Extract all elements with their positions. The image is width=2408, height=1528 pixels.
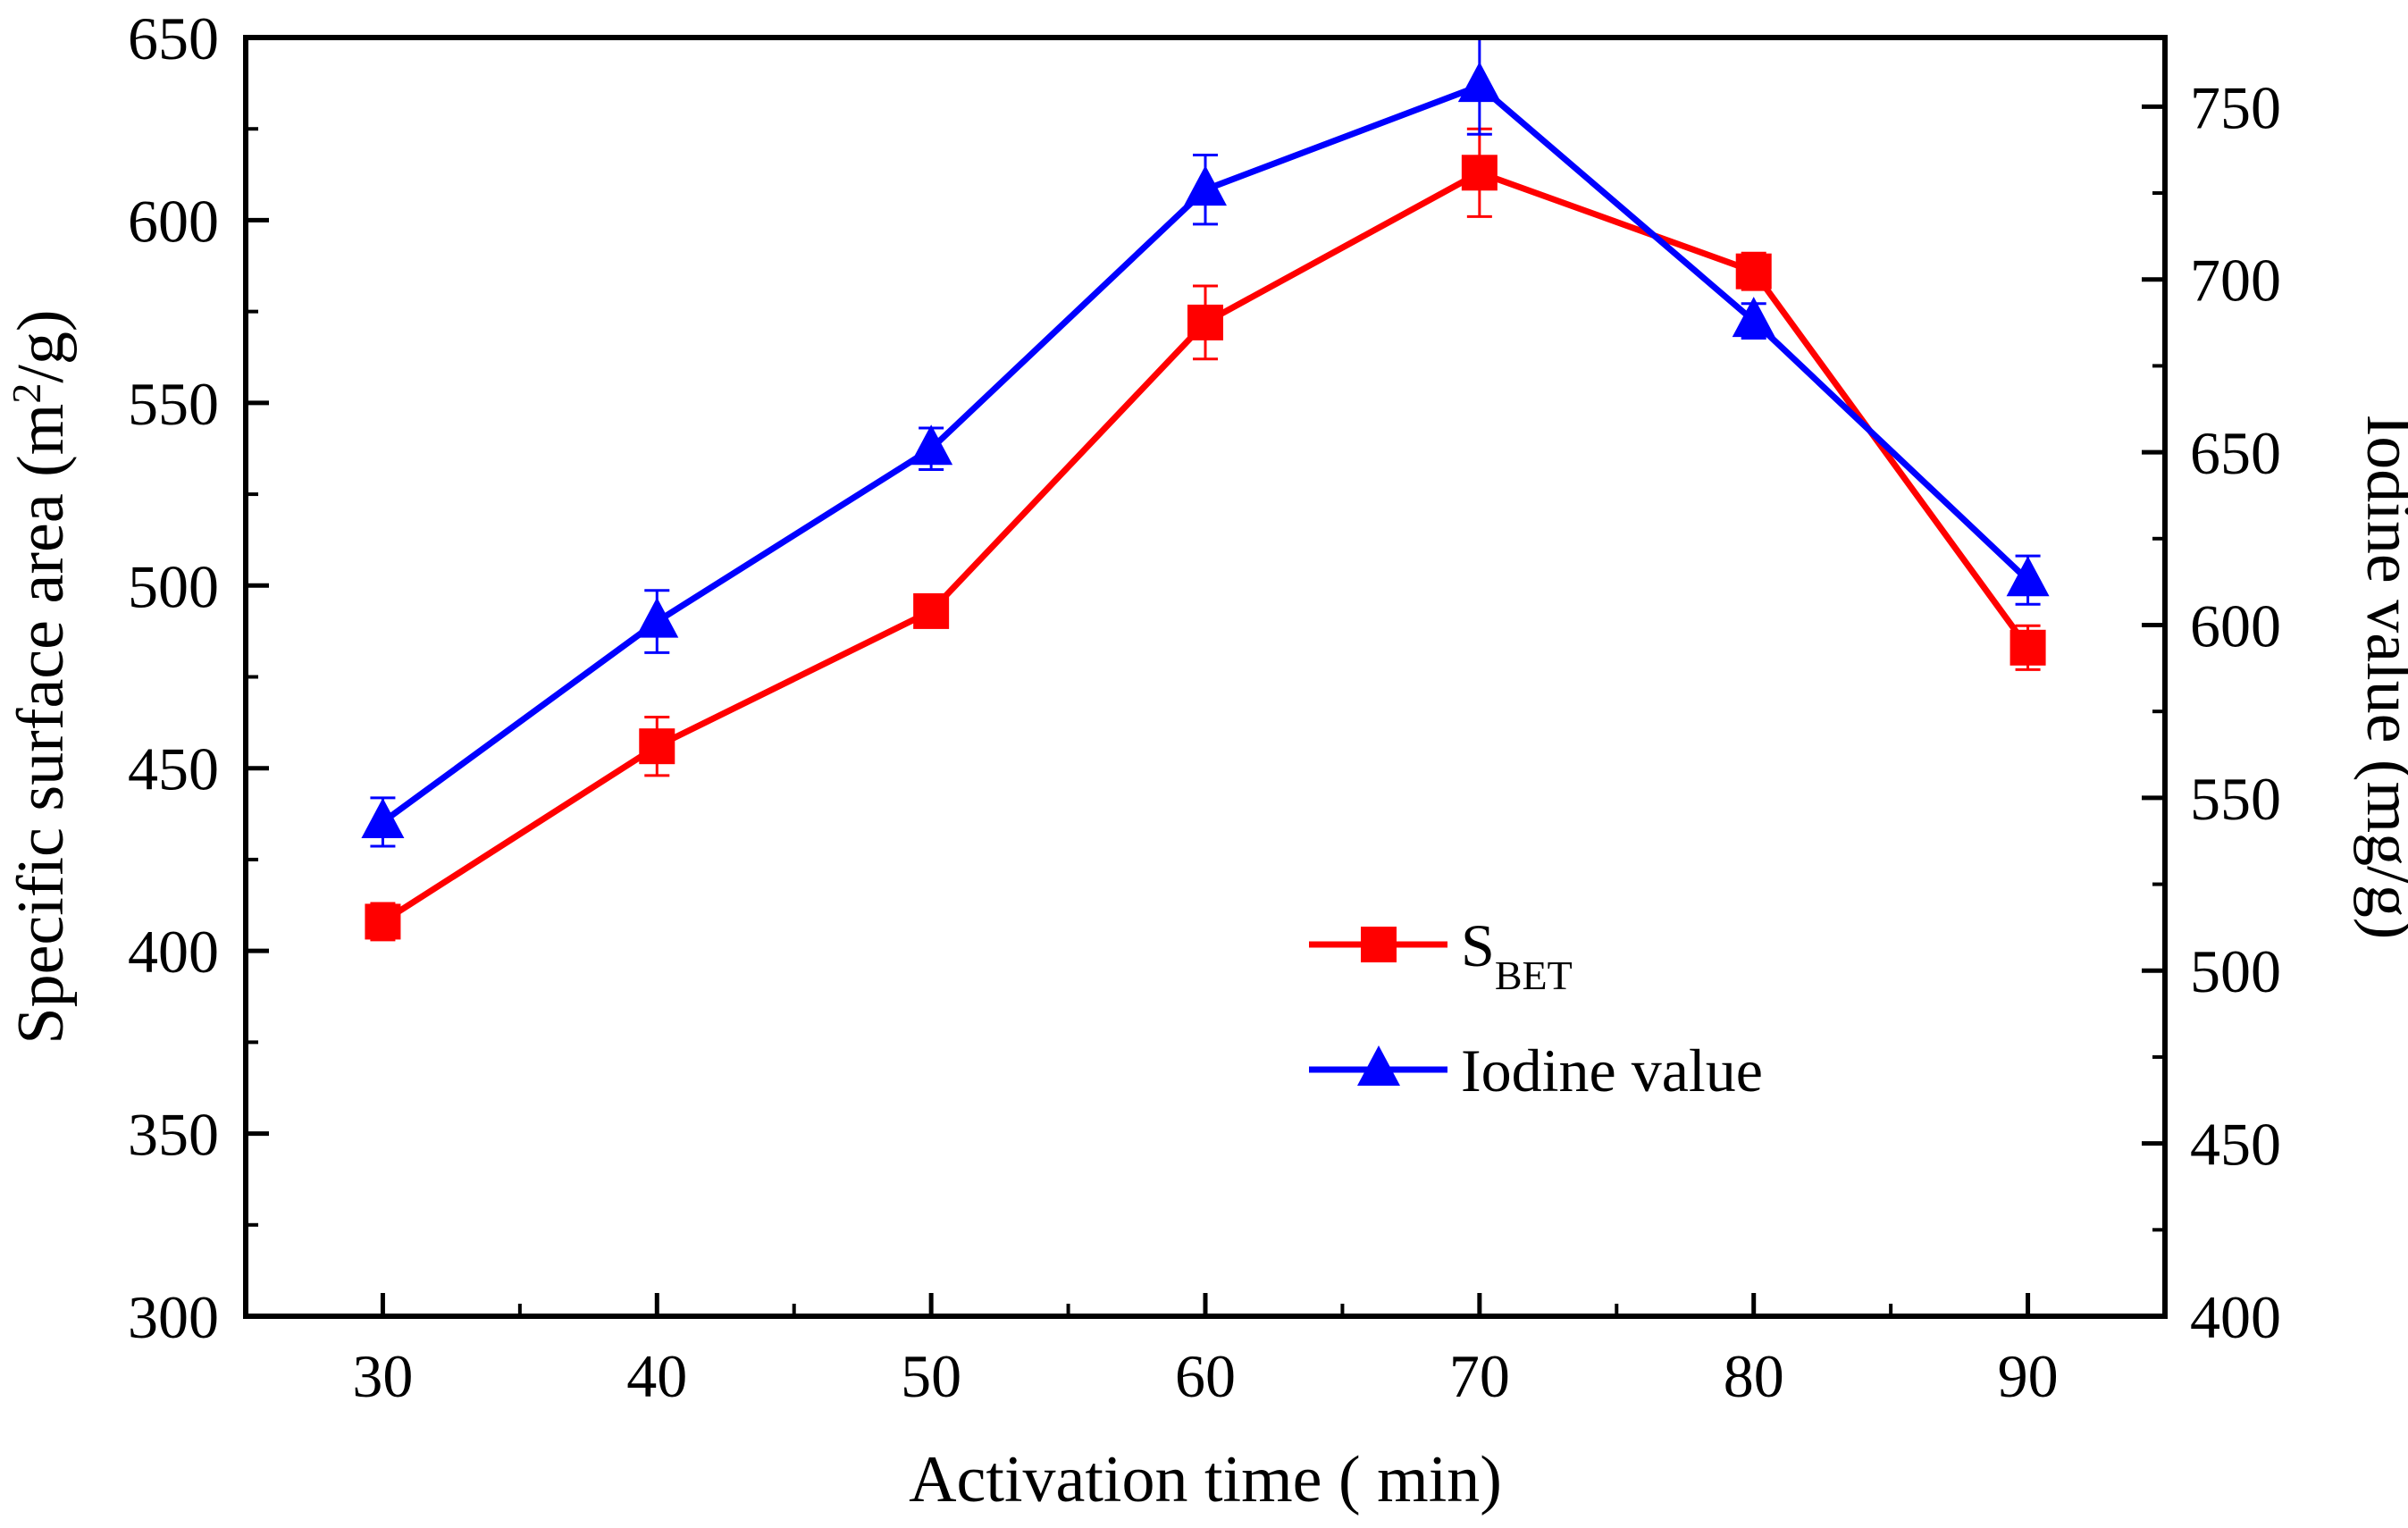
left-y-tick-label: 550 — [128, 370, 219, 438]
left-y-tick-label: 500 — [128, 552, 219, 620]
data-point-square — [1461, 155, 1498, 191]
left-y-axis-title-tail: /g) — [4, 309, 78, 382]
legend-label-iodine-value: Iodine value — [1461, 1037, 1763, 1104]
series-sbet — [365, 127, 2046, 942]
right-y-tick-label: 650 — [2190, 419, 2281, 487]
left-y-tick-label: 400 — [128, 918, 219, 986]
data-point-triangle — [2006, 556, 2050, 597]
legend-label-sbet: SBET — [1461, 911, 1573, 998]
left-y-tick-label: 300 — [128, 1283, 219, 1351]
legend-label-sbet-subscript: BET — [1495, 953, 1573, 998]
x-tick-label: 80 — [1724, 1342, 1784, 1410]
data-point-triangle — [910, 424, 953, 466]
x-axis-title: Activation time ( min) — [909, 1443, 1502, 1516]
right-y-tick-label: 550 — [2190, 765, 2281, 833]
right-y-axis-title: Iodine value (mg/g) — [2353, 415, 2408, 940]
left-y-axis-title-superscript: 2 — [4, 383, 49, 404]
left-y-axis-title-main: Specific surface area (m — [4, 404, 78, 1045]
data-point-square — [2009, 629, 2046, 666]
data-point-triangle — [635, 597, 679, 638]
data-point-triangle — [1184, 165, 1227, 206]
data-point-square — [1187, 304, 1223, 340]
left-y-tick-label: 450 — [128, 735, 219, 803]
x-tick-label: 40 — [626, 1342, 687, 1410]
left-y-axis-title: Specific surface area (m2/g) — [4, 309, 79, 1044]
data-point-square — [365, 903, 401, 940]
x-tick-label: 50 — [901, 1342, 961, 1410]
plot-frame — [243, 35, 2168, 1319]
data-point-triangle — [361, 797, 405, 838]
data-point-square — [1735, 253, 1772, 290]
legend: SBET Iodine value — [1309, 911, 1763, 1104]
x-tick-label: 30 — [352, 1342, 413, 1410]
right-y-tick-label: 500 — [2190, 937, 2281, 1005]
x-tick-label: 60 — [1175, 1342, 1236, 1410]
left-y-tick-label: 600 — [128, 187, 219, 255]
data-point-square — [639, 728, 675, 765]
data-point-triangle — [1732, 297, 1775, 338]
legend-item-iodine-value: Iodine value — [1309, 1037, 1763, 1104]
x-tick-label: 70 — [1449, 1342, 1510, 1410]
axis-ticks — [244, 35, 2167, 1319]
legend-item-sbet: SBET — [1309, 911, 1573, 998]
legend-marker-triangle — [1357, 1045, 1400, 1086]
legend-marker-square — [1361, 927, 1397, 962]
data-point-triangle — [1457, 62, 1501, 103]
right-y-tick-label: 700 — [2190, 247, 2281, 315]
series-layer — [361, 36, 2050, 942]
right-y-tick-label: 400 — [2190, 1283, 2281, 1351]
left-y-tick-label: 650 — [128, 4, 219, 72]
left-y-tick-label: 350 — [128, 1101, 219, 1169]
right-y-tick-label: 750 — [2190, 73, 2281, 141]
x-tick-label: 90 — [1998, 1342, 2059, 1410]
data-point-square — [913, 592, 950, 629]
legend-label-sbet-main: S — [1461, 911, 1495, 979]
right-y-tick-label: 450 — [2190, 1111, 2281, 1179]
tick-labels: 30 40 50 60 70 80 90 300 350 400 450 500 550 600 650 40… — [128, 4, 2281, 1410]
right-y-tick-label: 600 — [2190, 592, 2281, 659]
series-iodine-value — [361, 36, 2050, 848]
